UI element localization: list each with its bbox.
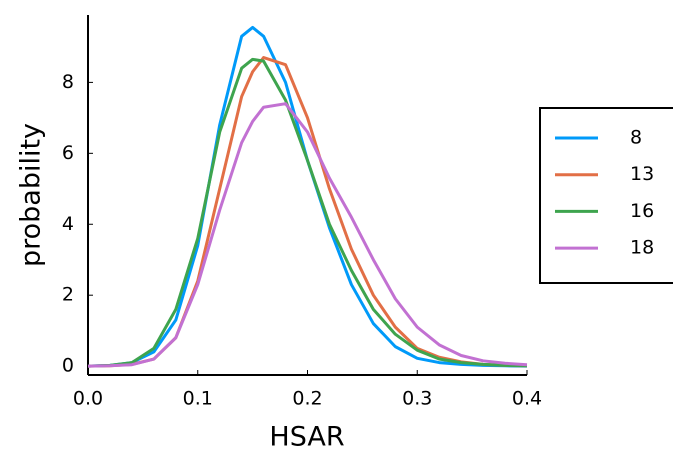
x-tick-label: 0.1 (183, 388, 213, 410)
x-tick-label: 0.3 (402, 388, 432, 410)
line-series (87, 102, 528, 368)
legend-label: 8 (630, 127, 642, 149)
y-tick-label: 2 (62, 284, 74, 306)
line-series (87, 56, 528, 368)
y-tick-label: 6 (62, 142, 74, 164)
x-tick-label: 0.0 (73, 388, 103, 410)
x-tick-label: 0.2 (292, 388, 322, 410)
y-tick-label: 8 (62, 71, 74, 93)
legend-label: 18 (630, 237, 654, 259)
line-series (87, 25, 528, 368)
y-tick-label: 4 (62, 213, 74, 235)
legend-label: 16 (630, 200, 654, 222)
x-axis-label: HSAR (269, 422, 344, 453)
line-series (87, 57, 528, 368)
y-tick-label: 0 (62, 355, 74, 377)
x-tick-label: 0.4 (512, 388, 542, 410)
legend-label: 13 (630, 163, 654, 185)
y-axis-label: probability (16, 123, 47, 267)
